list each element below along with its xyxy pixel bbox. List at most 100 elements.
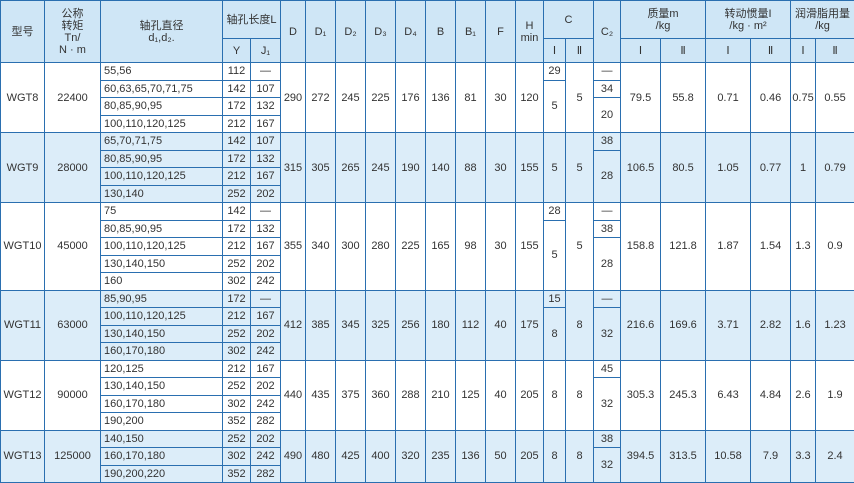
table-cell: 100,110,120,125	[100, 167, 223, 186]
table-cell: 212	[222, 307, 251, 326]
table-cell: 212	[222, 237, 251, 256]
table-cell: 40	[485, 289, 516, 361]
table-cell: 50	[485, 429, 516, 483]
table-cell: 172	[222, 289, 251, 308]
table-cell: 130,140,150	[100, 377, 223, 396]
table-row: WGT10 45000 75 142—355 340 300 280 225 165 98 30 15…	[0, 202, 854, 291]
table-cell: 256	[395, 289, 426, 361]
table-row: 130,140,150 252 202	[1, 254, 854, 273]
table-cell: 280	[365, 202, 396, 291]
table-cell: 167	[250, 167, 281, 186]
table-cell: 302	[222, 272, 251, 291]
table-cell: 385	[305, 289, 336, 361]
table-cell: 272	[305, 62, 336, 133]
table-row: 190,200,220 352 282	[1, 464, 854, 483]
table-cell: 3.3	[790, 429, 817, 483]
table-cell: 172	[222, 219, 251, 238]
table-cell: 45	[593, 359, 622, 378]
table-cell: 2.4	[815, 429, 854, 483]
table-cell: 252	[222, 184, 251, 203]
table-cell: 305	[305, 132, 336, 203]
table-cell: 320	[395, 429, 426, 483]
table-cell: 225	[395, 202, 426, 291]
header-text: /kg	[655, 19, 671, 32]
table-cell: 106.5	[620, 132, 662, 203]
header-text: /kg · m²	[729, 19, 767, 32]
table-cell: 63000	[44, 289, 101, 361]
table-cell: 132	[250, 149, 281, 168]
header-cell: 转动惯量I/kg · m²	[705, 0, 792, 39]
table-cell: 425	[335, 429, 366, 483]
table-cell: 180	[425, 289, 456, 361]
table-cell: 8	[564, 289, 595, 361]
table-cell: 1.87	[705, 202, 752, 291]
header-cell: D	[280, 0, 306, 63]
table-cell: 7.9	[750, 429, 792, 483]
table-cell: 85,90,95	[100, 289, 223, 308]
table-cell: 265	[335, 132, 366, 203]
table-cell: 0.9	[815, 202, 854, 291]
header-cell: 轴孔直径 d₁,d₂.	[100, 0, 223, 63]
table-cell: 120	[515, 62, 544, 133]
table-row: 160,170,180 302 242 32	[1, 447, 854, 483]
header-cell: B₁	[455, 0, 486, 63]
table-cell: 212	[222, 359, 251, 378]
table-cell: 22400	[44, 62, 101, 133]
table-cell: 6.43	[705, 359, 752, 431]
header-cell: Ⅱ	[750, 38, 792, 63]
table-cell: 205	[515, 429, 544, 483]
table-cell: 55,56	[100, 62, 223, 81]
table-cell: 8	[564, 359, 595, 431]
header-cell: 型号	[0, 0, 45, 63]
table-cell: 282	[250, 412, 281, 431]
table-cell: 0.79	[815, 132, 854, 203]
table-row: WGT11 63000 85,90,95 172—412 385 345 325 256 180…	[0, 289, 854, 361]
table-cell: 202	[250, 429, 281, 448]
model-group: WGT10 45000 75 142—355 340 300 280 225 165 98 30 15…	[0, 202, 854, 291]
table-cell: 1.54	[750, 202, 792, 291]
table-cell: 32	[593, 447, 622, 483]
table-cell: 2.82	[750, 289, 792, 361]
table-cell: 5	[543, 132, 566, 203]
table-cell: 1.23	[815, 289, 854, 361]
table-cell: 169.6	[660, 289, 707, 361]
table-cell: 394.5	[620, 429, 662, 483]
table-cell: 130,140,150	[100, 324, 223, 343]
table-cell: 32	[593, 307, 622, 361]
table-cell: 167	[250, 237, 281, 256]
table-cell: 28	[543, 202, 566, 221]
header-text: N · m	[59, 43, 86, 56]
table-cell: 140,150	[100, 429, 223, 448]
table-cell: 242	[250, 342, 281, 361]
header-text: 质量m	[647, 7, 679, 20]
table-cell: 80,85,90,95	[100, 97, 223, 116]
table-row: 130,140,150 252 202	[1, 324, 854, 343]
header-cell: D₄	[395, 0, 426, 63]
table-cell: 435	[305, 359, 336, 431]
table-cell: 235	[425, 429, 456, 483]
table-cell: 1.3	[790, 202, 817, 291]
table-cell: 1.6	[790, 289, 817, 361]
table-cell: 288	[395, 359, 426, 431]
table-cell: 5	[564, 132, 595, 203]
table-cell: —	[593, 62, 622, 81]
table-cell: —	[593, 202, 622, 221]
table-cell: 28	[593, 149, 622, 203]
table-cell: 125000	[44, 429, 101, 483]
table-cell: 252	[222, 324, 251, 343]
table-cell: 28	[593, 237, 622, 291]
table-cell: 212	[222, 167, 251, 186]
header-cell: D₁	[305, 0, 336, 63]
table-cell: 167	[250, 359, 281, 378]
table-cell: WGT12	[0, 359, 45, 431]
table-cell: 0.71	[705, 62, 752, 133]
table-row: WGT13 125000 140,150 252 202 490 480 425 400 320 2…	[0, 429, 854, 483]
table-cell: 8	[543, 429, 566, 483]
table-cell: 107	[250, 132, 281, 151]
header-cell: 润滑脂用量/kg	[790, 0, 854, 39]
table-cell: 172	[222, 97, 251, 116]
table-cell: 34	[593, 79, 622, 98]
table-cell: 132	[250, 97, 281, 116]
table-cell: 5	[564, 62, 595, 133]
table-cell: 132	[250, 219, 281, 238]
